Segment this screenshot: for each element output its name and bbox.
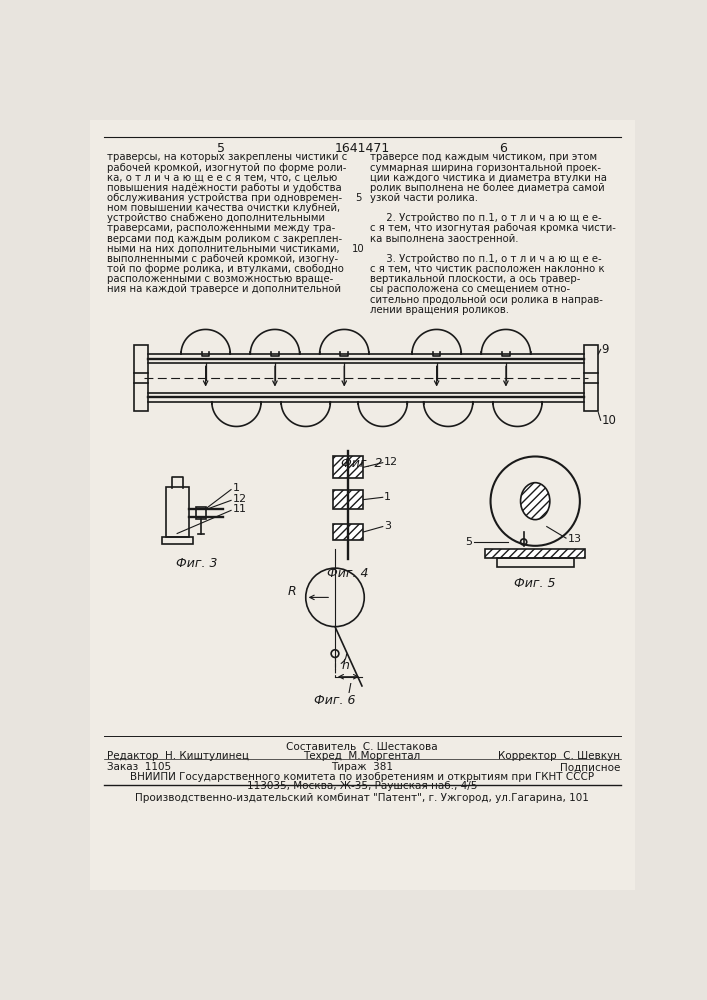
Text: траверсе под каждым чистиком, при этом: траверсе под каждым чистиком, при этом [370, 152, 597, 162]
Text: траверсами, расположенными между тра-: траверсами, расположенными между тра- [107, 223, 335, 233]
Text: 10: 10 [351, 244, 365, 254]
Text: ка выполнена заостренной.: ка выполнена заостренной. [370, 234, 518, 244]
Text: с я тем, что чистик расположен наклонно к: с я тем, что чистик расположен наклонно … [370, 264, 604, 274]
Text: Техред  М.Моргентал: Техред М.Моргентал [303, 751, 421, 761]
Text: вертикальной плоскости, а ось травер-: вертикальной плоскости, а ось травер- [370, 274, 580, 284]
Text: 1: 1 [233, 483, 240, 493]
Text: Корректор  С. Шевкун: Корректор С. Шевкун [498, 751, 620, 761]
Text: ВНИИПИ Государственного комитета по изобретениям и открытиям при ГКНТ СССР: ВНИИПИ Государственного комитета по изоб… [130, 772, 594, 782]
Text: сы расположена со смещением отно-: сы расположена со смещением отно- [370, 284, 570, 294]
Text: 2. Устройство по п.1, о т л и ч а ю щ е е-: 2. Устройство по п.1, о т л и ч а ю щ е … [370, 213, 601, 223]
Text: той по форме ролика, и втулками, свободно: той по форме ролика, и втулками, свободн… [107, 264, 344, 274]
Text: версами под каждым роликом с закреплен-: версами под каждым роликом с закреплен- [107, 234, 342, 244]
Text: суммарная ширина горизонтальной проек-: суммарная ширина горизонтальной проек- [370, 163, 601, 173]
Text: Фиг. 5: Фиг. 5 [515, 577, 556, 590]
Text: ния на каждой траверсе и дополнительной: ния на каждой траверсе и дополнительной [107, 284, 341, 294]
Bar [134, 345, 148, 373]
Bar [165, 487, 189, 537]
Text: Фиг. 4: Фиг. 4 [327, 567, 369, 580]
Text: 5: 5 [465, 537, 472, 547]
Text: 3: 3 [385, 521, 391, 531]
Text: h: h [341, 659, 349, 672]
Ellipse shape [520, 483, 550, 520]
Text: сительно продольной оси ролика в направ-: сительно продольной оси ролика в направ- [370, 295, 602, 305]
Text: Редактор  Н. Киштулинец: Редактор Н. Киштулинец [107, 751, 249, 761]
Text: Тираж  381: Тираж 381 [331, 762, 393, 772]
Text: рабочей кромкой, изогнутой по форме роли-: рабочей кромкой, изогнутой по форме роли… [107, 163, 346, 173]
Text: узкой части ролика.: узкой части ролика. [370, 193, 478, 203]
Text: ролик выполнена не более диаметра самой: ролик выполнена не более диаметра самой [370, 183, 604, 193]
Bar [333, 524, 363, 540]
Text: Фиг. 6: Фиг. 6 [314, 694, 356, 707]
Text: 11: 11 [233, 504, 247, 514]
Text: 1: 1 [385, 492, 391, 502]
Bar [333, 490, 363, 509]
Bar [197, 507, 206, 519]
Text: ном повышении качества очистки клубней,: ном повышении качества очистки клубней, [107, 203, 340, 213]
Text: 9: 9 [602, 343, 609, 356]
Text: 6: 6 [499, 142, 507, 155]
Text: Заказ  1105: Заказ 1105 [107, 762, 171, 772]
Text: R: R [288, 585, 296, 598]
Bar [485, 549, 585, 558]
Text: 5: 5 [355, 193, 361, 203]
Text: повышения надёжности работы и удобства: повышения надёжности работы и удобства [107, 183, 341, 193]
Text: траверсы, на которых закреплены чистики с: траверсы, на которых закреплены чистики … [107, 152, 347, 162]
Text: выполненными с рабочей кромкой, изогну-: выполненными с рабочей кромкой, изогну- [107, 254, 338, 264]
Text: ными на них дополнительными чистиками,: ными на них дополнительными чистиками, [107, 244, 339, 254]
Text: ции каждого чистика и диаметра втулки на: ции каждого чистика и диаметра втулки на [370, 173, 607, 183]
Text: l: l [347, 683, 351, 696]
Bar [162, 537, 192, 544]
Text: Подписное: Подписное [559, 762, 620, 772]
Bar [497, 558, 573, 567]
Text: с я тем, что изогнутая рабочая кромка чисти-: с я тем, что изогнутая рабочая кромка чи… [370, 223, 616, 233]
Bar [333, 456, 363, 478]
Text: лении вращения роликов.: лении вращения роликов. [370, 305, 508, 315]
Text: Производственно-издательский комбинат "Патент", г. Ужгород, ул.Гагарина, 101: Производственно-издательский комбинат "П… [135, 793, 589, 803]
Text: 1641471: 1641471 [334, 142, 390, 155]
Text: Составитель  С. Шестакова: Составитель С. Шестакова [286, 742, 438, 752]
Text: 10: 10 [602, 414, 617, 427]
Text: 12: 12 [385, 457, 399, 467]
Text: ка, о т л и ч а ю щ е е с я тем, что, с целью: ка, о т л и ч а ю щ е е с я тем, что, с … [107, 173, 337, 183]
Text: устройство снабжено дополнительными: устройство снабжено дополнительными [107, 213, 325, 223]
Text: 3. Устройство по п.1, о т л и ч а ю щ е е-: 3. Устройство по п.1, о т л и ч а ю щ е … [370, 254, 601, 264]
Bar [585, 345, 598, 373]
Text: 5: 5 [217, 142, 225, 155]
Text: расположенными с возможностью враще-: расположенными с возможностью враще- [107, 274, 333, 284]
Text: 12: 12 [233, 494, 247, 504]
Text: обслуживания устройства при одновремен-: обслуживания устройства при одновремен- [107, 193, 342, 203]
Text: Фиг. 2: Фиг. 2 [341, 457, 382, 470]
Text: 13: 13 [568, 534, 582, 544]
Bar [585, 383, 598, 411]
Bar [134, 383, 148, 411]
Text: Фиг. 3: Фиг. 3 [175, 557, 217, 570]
Text: 113035, Москва, Ж-35, Раушская наб., 4/5: 113035, Москва, Ж-35, Раушская наб., 4/5 [247, 781, 477, 791]
